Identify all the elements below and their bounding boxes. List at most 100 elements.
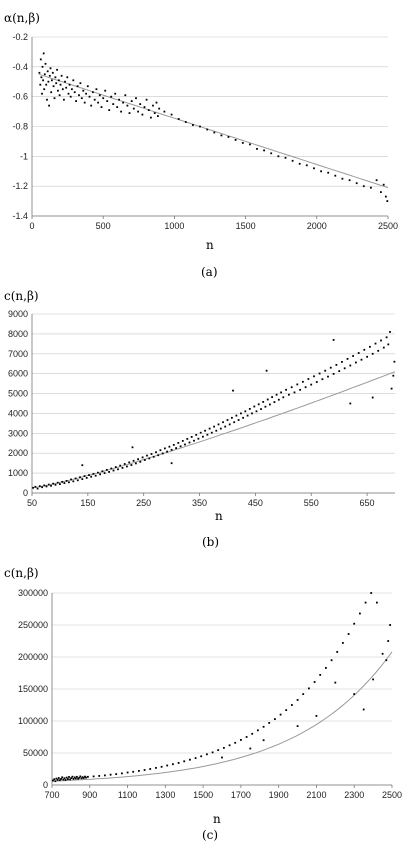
chart-a-data-point [153, 112, 156, 114]
chart-b-data-point [148, 457, 151, 460]
chart-a-data-point [155, 101, 158, 104]
chart-a-data-point [122, 101, 124, 104]
chart-b-data-point [296, 383, 299, 386]
chart-a-data-point [313, 167, 315, 170]
chart-a-data-point [57, 79, 60, 82]
chart-a-data-point [55, 82, 58, 85]
chart-a-data-point [54, 76, 57, 79]
chart-a-data-point [97, 101, 99, 104]
chart-b-data-point [387, 343, 390, 346]
chart-b-data-point [265, 369, 268, 372]
chart-c-data-point [76, 775, 78, 778]
chart-c-data-point [385, 659, 388, 662]
chart-a-data-point [126, 104, 129, 107]
chart-b-data-point [382, 346, 385, 349]
chart-c-xtick-label: 1900 [269, 790, 289, 800]
chart-a-data-point [72, 79, 75, 82]
chart-a-data-point [78, 94, 80, 97]
chart-b-data-point [34, 485, 37, 488]
chart-a-ytick-label: -1.4 [12, 211, 28, 221]
chart-b-data-point [327, 375, 329, 378]
chart-a-xtick-label: 2000 [307, 221, 327, 231]
chart-b-data-point [222, 421, 224, 424]
chart-b-data-point [390, 387, 393, 390]
chart-b-data-point [264, 405, 267, 408]
chart-a-xtick-label: 2500 [378, 221, 398, 231]
chart-b-ytick-label: 5000 [8, 389, 28, 399]
chart-b-data-point [392, 374, 395, 377]
chart-a-data-point [227, 136, 230, 138]
chart-b-data-point [103, 472, 106, 474]
chart-b-data-point [260, 408, 262, 410]
chart-b-data-point [81, 464, 84, 467]
chart-c-data-point [60, 778, 62, 780]
chart-b-data-point [244, 410, 247, 413]
chart-c-xtick-label: 900 [82, 790, 97, 800]
chart-b: 0 1000 2000 3000 4000 5000 6000 7000 8000 9000 50 1… [4, 289, 396, 549]
chart-b-data-point [110, 467, 113, 470]
chart-b-caption: (b) [202, 535, 219, 549]
chart-a-data-point [320, 170, 322, 173]
chart-a-data-point [327, 171, 330, 174]
chart-b-data-point [94, 474, 97, 477]
chart-b-ytick-label: 6000 [8, 369, 28, 379]
chart-b-data-point [266, 398, 269, 401]
chart-a-data-point [124, 94, 127, 97]
chart-b-data-point [240, 412, 242, 415]
chart-b-data-point [360, 358, 363, 361]
chart-a-ylabel: α(n,β) [4, 11, 40, 25]
chart-c-data-point [228, 744, 231, 747]
chart-a-data-point [305, 164, 308, 167]
chart-c-data-point [98, 775, 101, 777]
chart-a-data-point [41, 92, 43, 95]
chart-c-data-point [334, 681, 337, 684]
chart-a-data-point [291, 159, 294, 162]
chart-a-data-point [213, 131, 216, 134]
chart-c-xtick-label: 2300 [344, 790, 364, 800]
chart-c-data-point [189, 758, 191, 761]
chart-b-data-point [226, 419, 229, 421]
chart-a-data-point [341, 177, 344, 180]
chart-a-data-point [51, 79, 53, 82]
chart-b-data-point [105, 469, 108, 471]
chart-b-data-point [193, 439, 195, 442]
chart-b-data-point [132, 459, 135, 462]
chart-a-data-point [375, 179, 378, 182]
chart-c-xtick-label: 1700 [231, 790, 251, 800]
chart-c-data-point [274, 718, 276, 720]
chart-c-data-point [387, 640, 390, 642]
chart-c-data-point [70, 777, 73, 779]
chart-c-data-point [342, 642, 344, 644]
chart-c-xtick-label: 2500 [382, 790, 402, 800]
chart-b-data-point [269, 403, 271, 406]
chart-b-data-point [251, 412, 253, 415]
chart-b-data-point [215, 429, 218, 432]
chart-b-data-point [190, 436, 193, 438]
chart-c-data-point [57, 777, 60, 779]
chart-c-data-point [82, 777, 85, 779]
chart-b-data-point [343, 367, 346, 370]
chart-c-data-point [319, 674, 322, 676]
chart-b-data-point [393, 360, 396, 363]
chart-b-data-point [204, 429, 206, 432]
chart-c-data-point [177, 762, 180, 764]
chart-a-caption: (a) [201, 265, 218, 279]
chart-a-data-point [88, 95, 91, 98]
chart-b-data-point [128, 461, 131, 464]
chart-b-data-point [285, 388, 287, 391]
chart-c-data-point [353, 693, 356, 695]
chart-c-xtick-label: 1300 [155, 790, 175, 800]
chart-c-data-point [194, 757, 197, 759]
chart-b-data-point [293, 391, 296, 394]
chart-a-data-point [75, 100, 77, 102]
chart-c-ytick-label: 250000 [18, 620, 48, 630]
chart-c-data-point [376, 601, 378, 604]
chart-b-data-point [271, 396, 273, 398]
chart-b-data-point [32, 486, 34, 489]
chart-c-data-point [149, 768, 152, 770]
chart-b-data-point [161, 452, 164, 455]
chart-a-data-point [63, 98, 65, 101]
chart-c-ytick-label: 200000 [18, 652, 48, 662]
chart-b-data-point [315, 381, 318, 383]
chart-b-data-point [257, 403, 260, 406]
